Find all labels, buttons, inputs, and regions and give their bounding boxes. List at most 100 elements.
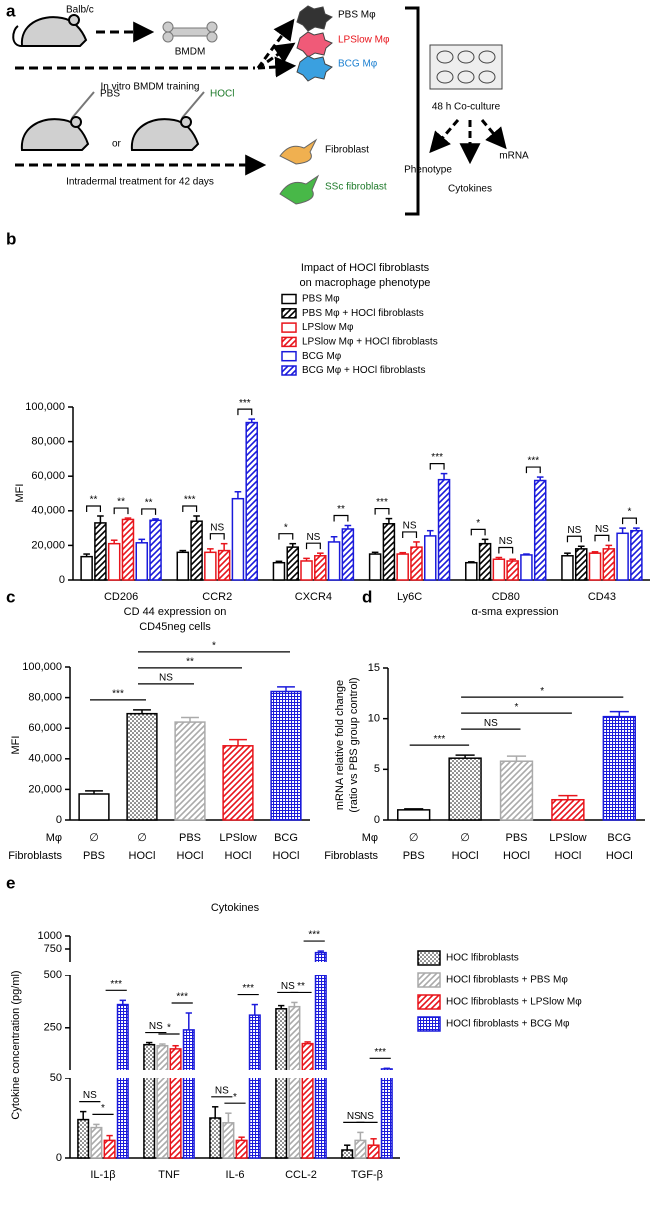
y-axis-label: Cytokine concentration (pg/ml) xyxy=(10,970,22,1119)
bar xyxy=(327,541,341,581)
bar xyxy=(286,546,300,581)
legend-label: HOC lfibroblasts + LPSlow Mφ xyxy=(446,997,582,1008)
bone-icon xyxy=(162,21,218,43)
treatment-duration: Intradermal treatment for 42 days xyxy=(66,177,214,188)
bar xyxy=(520,554,533,581)
significance-label: *** xyxy=(527,456,539,467)
x-tick-label: TNF xyxy=(158,1169,180,1181)
significance-label: *** xyxy=(376,497,388,508)
legend-swatch xyxy=(417,972,441,988)
y-tick-label: 60,000 xyxy=(28,722,62,734)
significance-bracket xyxy=(141,508,157,515)
axis-break xyxy=(64,1070,402,1078)
bar xyxy=(630,529,643,581)
significance-label: * xyxy=(515,702,519,713)
significance-label: * xyxy=(628,507,632,518)
legend-swatch xyxy=(281,350,297,362)
x-tick-label: ∅ xyxy=(460,832,470,844)
bar xyxy=(190,520,203,581)
bar xyxy=(341,528,355,581)
bar xyxy=(77,1118,90,1159)
significance-label: *** xyxy=(374,1047,386,1058)
bar xyxy=(121,518,135,581)
bar xyxy=(248,1014,261,1159)
legend-label: LPSlow Mφ + HOCl fibroblasts xyxy=(302,337,438,348)
legend-label: HOC lfibroblasts xyxy=(446,953,519,964)
bmdm-label: BMDM xyxy=(175,47,206,58)
significance-label: *** xyxy=(184,495,196,506)
y-tick-label: 80,000 xyxy=(28,692,62,704)
chart-title: on macrophage phenotype xyxy=(300,277,431,289)
significance-label: *** xyxy=(434,734,446,745)
chart-title: Impact of HOCl fibroblasts xyxy=(301,262,430,274)
significance-label: *** xyxy=(431,452,443,463)
x-tick-label: PBS xyxy=(179,832,201,844)
readout-label: mRNA xyxy=(499,151,529,162)
macrophage-label: PBS Mφ xyxy=(338,10,376,21)
row-label: Mφ xyxy=(46,832,62,844)
significance-bracket xyxy=(278,533,294,540)
significance-bracket xyxy=(86,505,102,512)
row-label: Fibroblasts xyxy=(324,850,378,862)
coculture-label: 48 h Co-culture xyxy=(432,102,501,113)
significance-label: NS xyxy=(149,1021,163,1032)
y-tick-label: 750 xyxy=(44,943,62,955)
bar xyxy=(143,1043,156,1159)
significance-bracket xyxy=(402,531,418,538)
x-tick-label: CD206 xyxy=(104,591,138,603)
significance-label: ** xyxy=(145,498,153,509)
x-tick-label: BCG xyxy=(607,832,631,844)
x-tick-label: LPSlow xyxy=(549,832,586,844)
legend-label: LPSlow Mφ xyxy=(302,322,354,333)
x-tick-label: ∅ xyxy=(137,832,147,844)
significance-bracket xyxy=(237,408,253,416)
bar xyxy=(217,549,231,581)
chart-title: Cytokines xyxy=(211,902,260,914)
bar xyxy=(423,535,437,581)
bar xyxy=(78,793,110,821)
bar xyxy=(499,760,534,821)
bar xyxy=(288,1005,301,1159)
x-tick-label: CCL-2 xyxy=(285,1169,317,1181)
x-tick-label: HOCl xyxy=(554,850,581,862)
significance-label: * xyxy=(167,1023,171,1034)
y-tick-label: 1000 xyxy=(38,930,62,942)
bar xyxy=(182,1029,195,1159)
bar xyxy=(354,1139,367,1159)
significance-label: *** xyxy=(308,930,320,941)
legend-label: HOCl fibroblasts + BCG Mφ xyxy=(446,1019,570,1030)
x-tick-label: CCR2 xyxy=(202,591,232,603)
bar xyxy=(235,1139,248,1159)
y-axis-label: mRNA relative fold change xyxy=(334,680,346,810)
significance-label: NS xyxy=(347,1111,361,1122)
legend-label: BCG Mφ xyxy=(302,351,342,362)
legend-swatch xyxy=(281,293,297,305)
significance-bracket xyxy=(209,533,225,540)
bracket xyxy=(405,6,420,216)
significance-bracket xyxy=(498,546,514,554)
x-tick-label: IL-6 xyxy=(226,1169,245,1181)
significance-label: *** xyxy=(242,983,254,994)
bar xyxy=(169,1048,182,1159)
significance-bracket xyxy=(429,463,445,470)
row-label: Fibroblasts xyxy=(8,850,62,862)
y-tick-label: 10 xyxy=(368,713,380,725)
significance-label: * xyxy=(476,518,480,529)
y-tick-label: 20,000 xyxy=(31,539,65,551)
significance-label: NS xyxy=(484,718,498,729)
bar xyxy=(272,561,286,581)
bar xyxy=(380,1068,393,1159)
x-tick-label: IL-1β xyxy=(90,1169,115,1181)
panel-label: a xyxy=(6,1,16,20)
significance-label: NS xyxy=(83,1090,97,1101)
bar xyxy=(478,542,492,581)
significance-label: ** xyxy=(186,656,194,667)
chart-title: α-sma expression xyxy=(471,606,558,618)
bar xyxy=(397,809,431,821)
significance-label: ** xyxy=(90,495,98,506)
bar xyxy=(231,497,245,581)
bar xyxy=(574,548,588,581)
significance-label: NS xyxy=(499,536,513,547)
x-tick-label: ∅ xyxy=(89,832,99,844)
well-plate xyxy=(429,44,503,90)
